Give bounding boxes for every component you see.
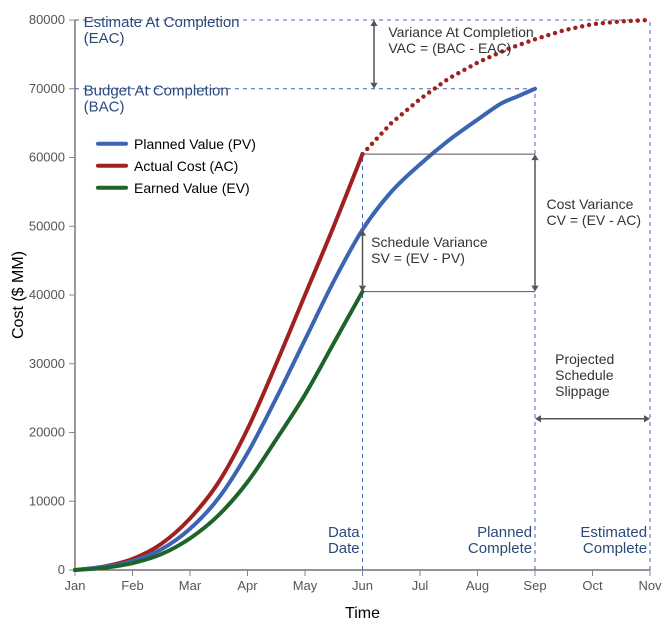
svg-text:Jun: Jun	[352, 578, 373, 593]
annotation-data_date: DataDate	[328, 524, 360, 557]
legend-label-ev: Earned Value (EV)	[134, 180, 250, 196]
svg-text:30000: 30000	[29, 356, 65, 371]
svg-text:Feb: Feb	[121, 578, 143, 593]
svg-text:May: May	[293, 578, 318, 593]
svg-text:70000: 70000	[29, 81, 65, 96]
svg-text:Projected: Projected	[555, 351, 614, 367]
svg-text:Mar: Mar	[179, 578, 202, 593]
svg-text:Schedule: Schedule	[555, 367, 614, 383]
svg-text:CV = (EV - AC): CV = (EV - AC)	[547, 212, 642, 228]
svg-text:Slippage: Slippage	[555, 383, 610, 399]
svg-text:Estimated: Estimated	[580, 524, 647, 541]
svg-text:SV = (EV - PV): SV = (EV - PV)	[371, 250, 465, 266]
svg-text:Complete: Complete	[583, 540, 647, 557]
svg-text:Apr: Apr	[237, 578, 258, 593]
svg-text:50000: 50000	[29, 218, 65, 233]
svg-text:Estimate At Completion: Estimate At Completion	[84, 14, 240, 31]
svg-text:(EAC): (EAC)	[84, 30, 125, 47]
annotation-cv: Cost VarianceCV = (EV - AC)	[547, 196, 642, 228]
svg-text:Schedule Variance: Schedule Variance	[371, 234, 488, 250]
annotation-planned_complete: PlannedComplete	[468, 524, 532, 557]
svg-text:Data: Data	[328, 524, 360, 541]
y-axis-label: Cost ($ MM)	[10, 251, 27, 339]
svg-text:Jan: Jan	[65, 578, 86, 593]
svg-text:Aug: Aug	[466, 578, 489, 593]
x-axis-label: Time	[345, 605, 380, 622]
svg-text:10000: 10000	[29, 493, 65, 508]
annotation-slip: ProjectedScheduleSlippage	[555, 351, 614, 399]
legend: Planned Value (PV) Actual Cost (AC) Earned…	[98, 136, 256, 196]
evm-chart: 0 10000 20000 30000 40000 50000 60000 70000 8000…	[0, 0, 664, 636]
svg-text:(BAC): (BAC)	[84, 99, 125, 116]
svg-text:Oct: Oct	[582, 578, 603, 593]
svg-text:60000: 60000	[29, 150, 65, 165]
svg-text:20000: 20000	[29, 425, 65, 440]
svg-text:80000: 80000	[29, 12, 65, 27]
annotation-estimated_complete: EstimatedComplete	[580, 524, 647, 557]
svg-text:Variance At Completion: Variance At Completion	[388, 24, 533, 40]
svg-text:Sep: Sep	[523, 578, 546, 593]
svg-text:Date: Date	[328, 540, 360, 557]
svg-text:0: 0	[58, 562, 65, 577]
svg-text:Planned: Planned	[477, 524, 532, 541]
svg-text:Nov: Nov	[638, 578, 662, 593]
svg-text:VAC = (BAC - EAC): VAC = (BAC - EAC)	[388, 40, 511, 56]
svg-text:40000: 40000	[29, 287, 65, 302]
svg-text:Jul: Jul	[412, 578, 429, 593]
svg-text:Budget At Completion: Budget At Completion	[84, 83, 229, 100]
legend-label-pv: Planned Value (PV)	[134, 136, 256, 152]
svg-text:Complete: Complete	[468, 540, 532, 557]
legend-label-ac: Actual Cost (AC)	[134, 158, 238, 174]
svg-text:Cost Variance: Cost Variance	[547, 196, 634, 212]
